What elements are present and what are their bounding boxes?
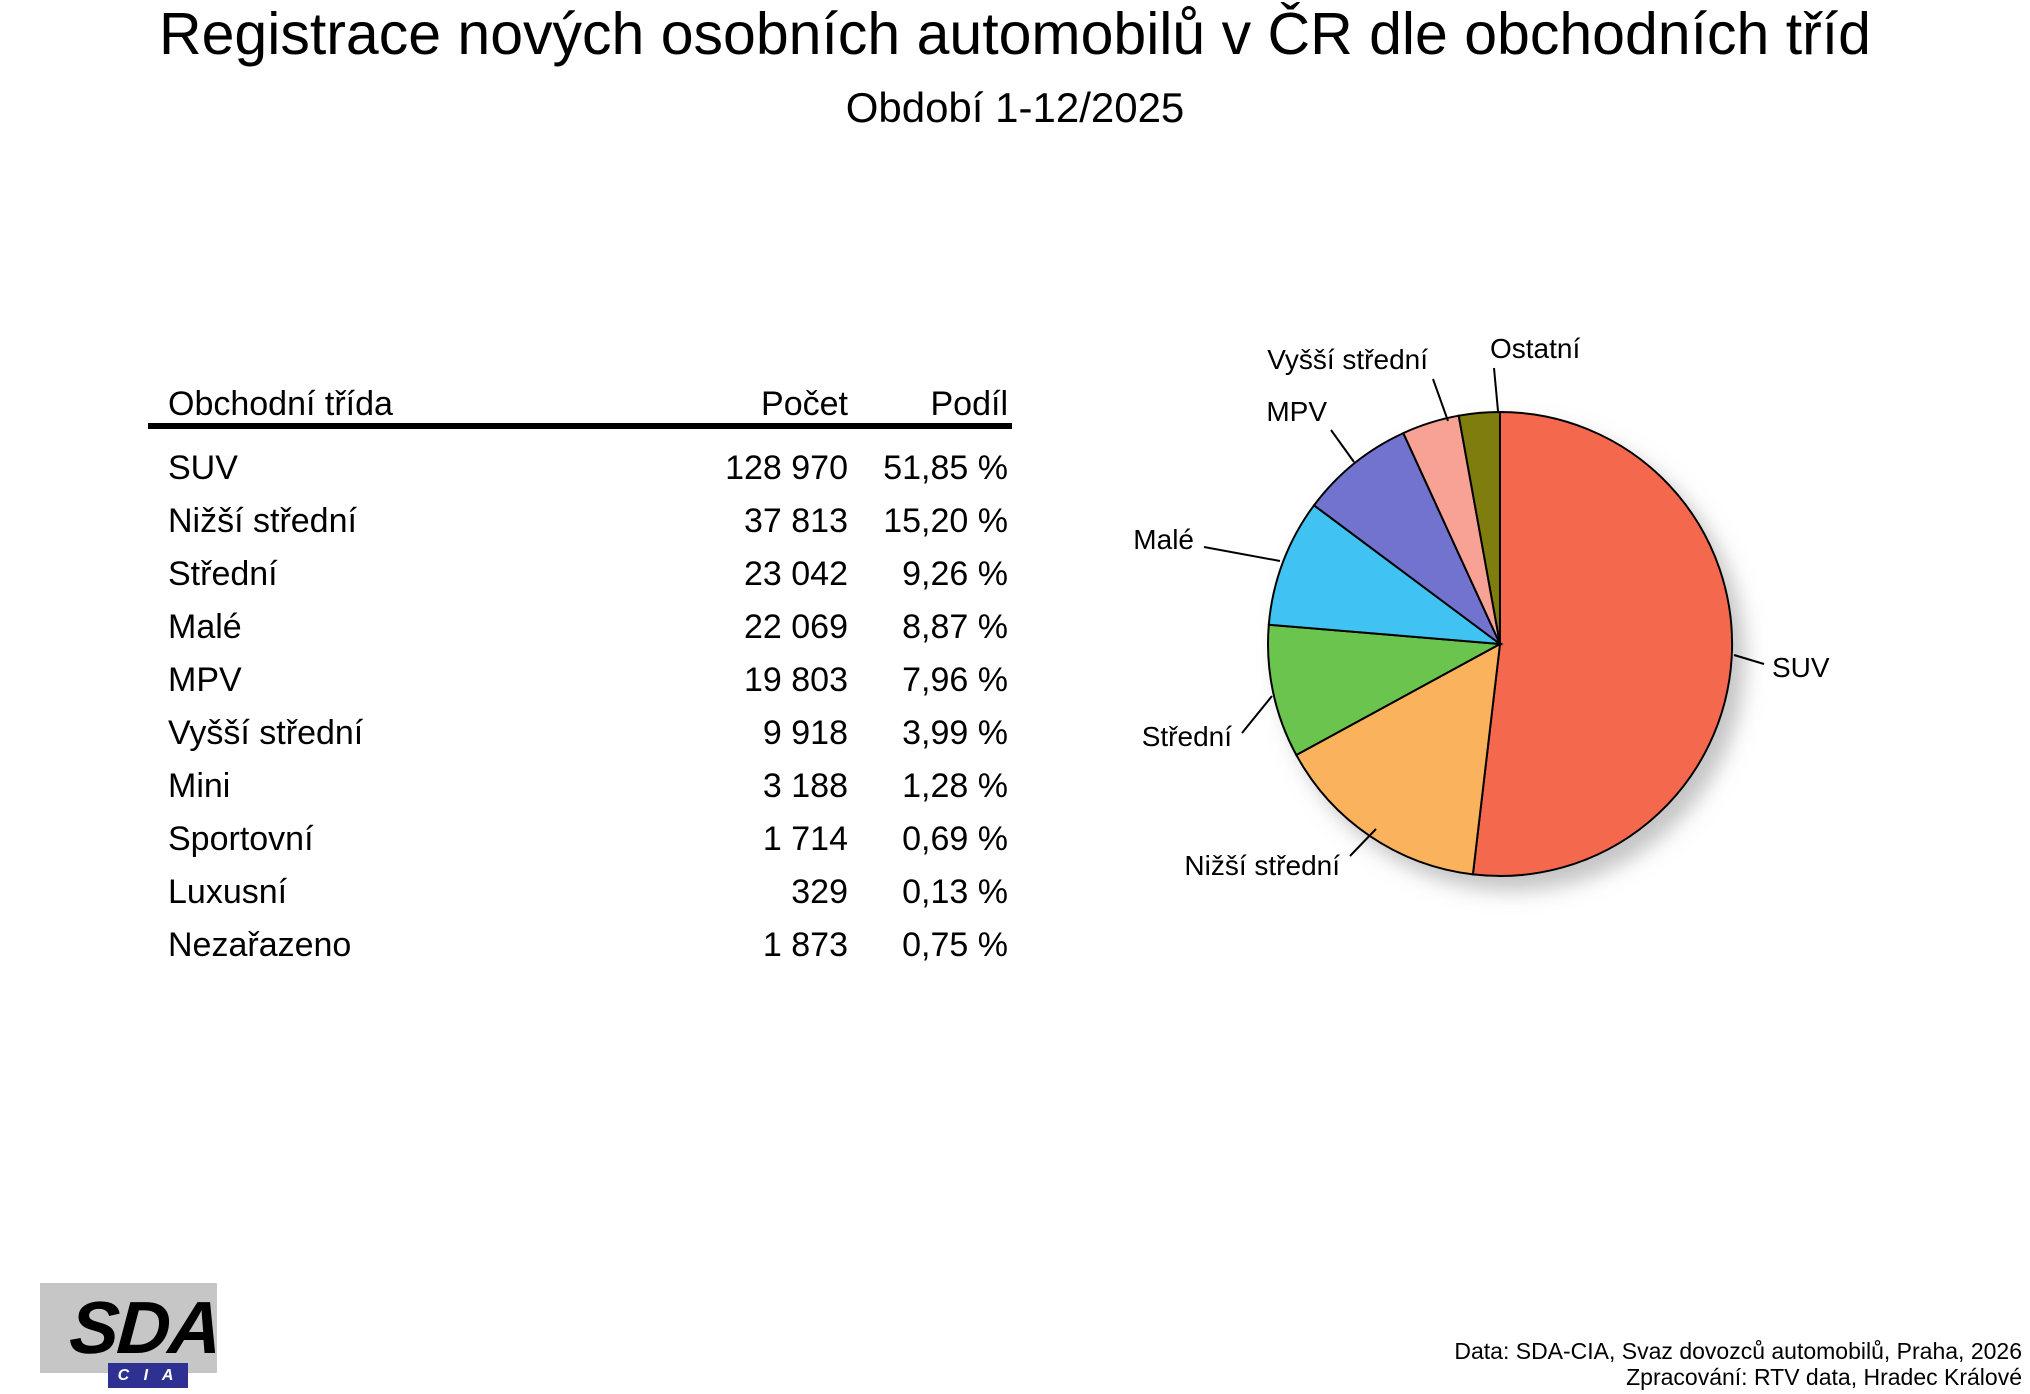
page-title: Registrace nových osobních automobilů v …: [159, 1, 1871, 67]
table-cell-share: 3,99 %: [902, 714, 1008, 752]
table-row: Vyšší střední 9 918 3,99 %: [148, 707, 1012, 760]
table-cell-share: 0,75 %: [902, 926, 1008, 964]
pie-slice-mpv: [1312, 431, 1501, 645]
table-cell-count: 9 918: [762, 714, 848, 752]
table-cell-count: 1 714: [762, 820, 848, 858]
table-cell-count: 3 188: [762, 767, 848, 805]
pie-leader-lines: [1203, 367, 1765, 857]
table-cell-count: 1 873: [762, 926, 848, 964]
table-row: Nezařazeno 1 873 0,75 %: [148, 919, 1012, 972]
pie-slice-ostatn-: [1457, 410, 1501, 645]
pie-slice-suv: [1471, 410, 1734, 877]
table-cell-class: Nižší střední: [168, 502, 357, 540]
leader-line: [1349, 828, 1377, 857]
table-cell-share: 0,69 %: [902, 820, 1008, 858]
table-body: SUV 128 970 51,85 % Nižší střední 37 813 15,2…: [148, 429, 1012, 972]
pie-label: Střední: [1142, 721, 1232, 752]
table-cell-count: 22 069: [744, 608, 848, 646]
pie-slices: [1267, 410, 1734, 877]
table-cell-count: 19 803: [744, 661, 848, 699]
leader-line: [1330, 429, 1355, 463]
table-cell-class: MPV: [168, 661, 242, 699]
table-row: Střední 23 042 9,26 %: [148, 548, 1012, 601]
table-cell-count: 329: [791, 873, 848, 911]
table-cell-share: 0,13 %: [902, 873, 1008, 911]
table-cell-class: SUV: [168, 449, 238, 487]
pie-label: Vyšší střední: [1267, 344, 1428, 375]
table-cell-class: Nezařazeno: [168, 926, 352, 964]
table-cell-class: Luxusní: [168, 873, 288, 911]
table-cell-share: 1,28 %: [902, 767, 1008, 805]
table-cell-share: 7,96 %: [902, 661, 1008, 699]
table-cell-class: Střední: [168, 555, 278, 593]
table-row: Nižší střední 37 813 15,20 %: [148, 495, 1012, 548]
source-line-1: Data: SDA-CIA, Svaz dovozců automobilů, …: [1454, 1338, 2022, 1364]
leader-line: [1432, 378, 1449, 422]
table-cell-share: 8,87 %: [902, 608, 1008, 646]
leader-line: [1493, 367, 1499, 412]
table-row: Mini 3 188 1,28 %: [148, 760, 1012, 813]
logo-cia-text: C I A: [108, 1363, 188, 1388]
table-cell-share: 51,85 %: [883, 449, 1008, 487]
table-cell-count: 23 042: [744, 555, 848, 593]
table-cell-share: 15,20 %: [883, 502, 1008, 540]
pie-slice-st-edn-: [1267, 623, 1504, 757]
table-header-class: Obchodní třída: [168, 384, 393, 423]
page-subtitle: Období 1-12/2025: [845, 84, 1185, 131]
pie-label: MPV: [1266, 396, 1327, 427]
table-cell-class: Mini: [168, 767, 231, 805]
pie-label: Nižší střední: [1184, 850, 1340, 881]
registration-table: Obchodní třída Počet Podíl SUV 128 970 51,…: [148, 385, 1012, 972]
leader-line: [1241, 695, 1273, 734]
table-row: Malé 22 069 8,87 %: [148, 601, 1012, 654]
pie-slice-mal-: [1267, 503, 1504, 646]
table-row: SUV 128 970 51,85 %: [148, 442, 1012, 495]
pie-label: Malé: [1133, 524, 1194, 555]
table-header-count: Počet: [761, 384, 848, 423]
source-note: Data: SDA-CIA, Svaz dovozců automobilů, …: [1454, 1338, 2022, 1390]
source-line-2: Zpracování: RTV data, Hradec Králové: [1626, 1364, 2022, 1390]
sda-cia-logo: SDA C I A: [40, 1283, 240, 1394]
logo-sda-text: SDA: [67, 1286, 224, 1369]
logo-background: [40, 1283, 217, 1373]
table-cell-count: 37 813: [744, 502, 848, 540]
table-row: Luxusní 329 0,13 %: [148, 866, 1012, 919]
pie-label: Ostatní: [1490, 333, 1580, 364]
leader-line: [1733, 654, 1765, 665]
table-cell-class: Malé: [168, 608, 242, 646]
table-row: Sportovní 1 714 0,69 %: [148, 813, 1012, 866]
pie-slice-labels: SUV Nižší střední Střední Malé MPV Vyšší stře…: [1133, 333, 1830, 881]
table-cell-count: 128 970: [725, 449, 848, 487]
table-row: MPV 19 803 7,96 %: [148, 654, 1012, 707]
table-header-share: Podíl: [930, 384, 1009, 423]
table-cell-class: Vyšší střední: [168, 714, 364, 752]
pie-label: SUV: [1772, 652, 1830, 683]
table-cell-share: 9,26 %: [902, 555, 1008, 593]
table-header-row: Obchodní třída Počet Podíl: [148, 385, 1012, 429]
table-cell-class: Sportovní: [168, 820, 314, 858]
leader-line: [1203, 546, 1281, 562]
